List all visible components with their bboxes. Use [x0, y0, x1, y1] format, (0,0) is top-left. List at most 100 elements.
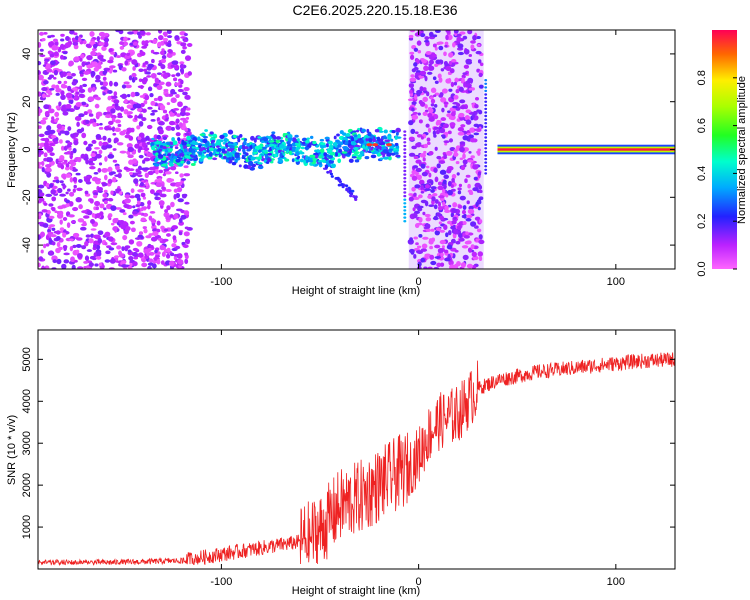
spectrogram-cell: [166, 247, 171, 253]
spectrogram-cell: [50, 60, 56, 66]
spectrogram-cell: [42, 223, 49, 228]
spectrogram-cell: [391, 152, 396, 156]
spectrogram-cell: [64, 42, 72, 48]
spectrogram-cell: [395, 127, 401, 133]
spectrogram-cell: [163, 88, 169, 92]
spectrogram-cell: [151, 58, 155, 64]
spectrogram-cell: [172, 235, 177, 241]
spectrogram-cell: [154, 249, 158, 254]
spectrogram-cell: [66, 151, 71, 155]
spectrogram-cell: [353, 134, 358, 138]
spectrogram-cell: [136, 107, 143, 112]
spectrogram-cell: [446, 244, 453, 250]
spectrogram-cell: [88, 162, 95, 166]
spectrogram-cell: [384, 139, 391, 142]
spectrogram-y-tick-label: -20: [21, 189, 33, 205]
spectrogram-cell: [43, 141, 49, 148]
spectrogram-cell: [432, 130, 437, 136]
spectrogram-cell: [184, 127, 189, 132]
spectrogram-cell: [175, 72, 181, 77]
spectrogram-cell: [432, 34, 438, 38]
spectrogram-cell: [469, 127, 476, 133]
spectrogram-cell: [275, 139, 281, 144]
spectrogram-cell: [408, 152, 416, 157]
spectrogram-cell: [101, 46, 107, 51]
spectrogram-cell: [459, 146, 465, 153]
spectrogram-cell: [459, 99, 466, 104]
spectrogram-cell: [66, 143, 72, 148]
spectrogram-cell: [68, 146, 72, 151]
spectrogram-cell: [376, 145, 383, 150]
spectrogram-cell: [60, 94, 66, 101]
spectrogram-cell: [475, 238, 481, 242]
spectrogram-cell: [80, 226, 87, 231]
spectrogram-cell: [188, 147, 193, 153]
spectrogram-cell: [336, 176, 340, 180]
spectrogram-cell: [45, 63, 51, 68]
spectrogram-cell: [484, 147, 488, 150]
spectrogram-cell: [127, 31, 134, 35]
spectrogram-cell: [460, 262, 466, 268]
spectrogram-cell: [411, 107, 415, 112]
spectrogram-cell: [132, 210, 138, 215]
spectrogram-cell: [444, 257, 451, 262]
spectrogram-cell: [271, 146, 275, 150]
spectrogram-cell: [348, 189, 353, 193]
spectrogram-cell: [156, 179, 162, 184]
colorbar-tick-label: 0.6: [696, 118, 708, 133]
spectrogram-cell: [134, 237, 142, 240]
spectrogram-cell: [119, 106, 125, 112]
spectrogram-cell: [461, 209, 467, 215]
spectrogram-cell: [55, 230, 61, 235]
spectrogram-cell: [142, 62, 146, 67]
spectrogram-cell: [50, 234, 57, 238]
spectrogram-cell: [444, 44, 448, 48]
spectrogram-cell: [84, 255, 90, 261]
spectrogram-cell: [414, 72, 422, 76]
spectrogram-cell: [39, 142, 46, 148]
spectrogram-cell: [69, 191, 75, 197]
spectrogram-cell: [46, 147, 50, 151]
spectrogram-panel: -100 0 100 -40 -20 0 20 40 Height of straight l…: [6, 29, 676, 297]
spectrogram-cell: [173, 155, 178, 160]
spectrogram-cell: [99, 122, 103, 126]
spectrogram-cell: [106, 111, 111, 115]
spectrogram-cell: [107, 166, 113, 173]
spectrogram-cell: [403, 166, 407, 169]
spectrogram-cell: [471, 113, 476, 119]
spectrogram-cell: [291, 147, 296, 152]
spectrogram-cell: [403, 148, 407, 151]
spectrogram-cell: [241, 145, 246, 150]
spectrogram-cell: [119, 41, 125, 46]
spectrogram-cell: [416, 134, 422, 138]
spectrogram-cell: [382, 149, 388, 154]
spectrogram-x-axis-label: Height of straight line (km): [292, 285, 420, 297]
spectrogram-cell: [359, 150, 365, 156]
spectrogram-cell: [146, 71, 151, 75]
spectrogram-cell: [121, 67, 127, 72]
spectrogram-cell: [108, 80, 113, 87]
spectrogram-cell: [172, 253, 179, 257]
spectrogram-cell: [455, 33, 462, 38]
spectrogram-cell: [447, 110, 451, 114]
spectrogram-cell: [157, 41, 162, 48]
spectrogram-cell: [484, 150, 488, 154]
spectrogram-cell: [437, 247, 444, 254]
spectrogram-cell: [185, 107, 191, 111]
spectrogram-cell: [465, 109, 472, 114]
spectrogram-cell: [429, 59, 434, 65]
spectrogram-cell: [246, 148, 252, 152]
spectrogram-cell: [47, 50, 53, 55]
spectrogram-cell: [110, 171, 116, 175]
spectrogram-cell: [141, 40, 146, 46]
spectrogram-cell: [146, 124, 153, 130]
spectrogram-cell: [73, 56, 80, 62]
spectrogram-cell: [41, 167, 45, 173]
spectrogram-cell: [484, 136, 488, 139]
spectrogram-cell: [403, 144, 407, 148]
spectrogram-cell: [336, 133, 340, 137]
spectrogram-cell: [184, 55, 192, 61]
spectrogram-cell: [420, 190, 425, 194]
spectrogram-cell: [443, 249, 449, 254]
spectrogram-cell: [303, 160, 307, 165]
